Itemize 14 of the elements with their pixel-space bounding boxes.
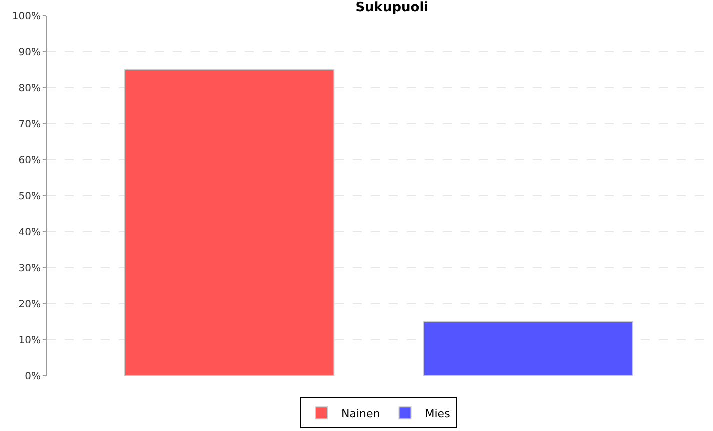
y-tick-label: 100% — [12, 12, 41, 22]
y-tick-label: 10% — [18, 336, 41, 346]
y-tick-label: 60% — [18, 156, 41, 166]
y-tick-label: 30% — [18, 264, 41, 274]
chart-title: Sukupuoli — [356, 0, 429, 16]
legend-label: Nainen — [342, 407, 380, 420]
y-tick-label: 50% — [18, 192, 41, 202]
y-tick-label: 0% — [25, 372, 41, 382]
y-tick-label: 70% — [18, 120, 41, 130]
y-tick-label: 40% — [18, 228, 41, 238]
y-tick-label: 20% — [18, 300, 41, 310]
y-tick-label: 80% — [18, 84, 41, 94]
legend-label: Mies — [425, 407, 451, 420]
y-tick-label: 90% — [18, 48, 41, 58]
